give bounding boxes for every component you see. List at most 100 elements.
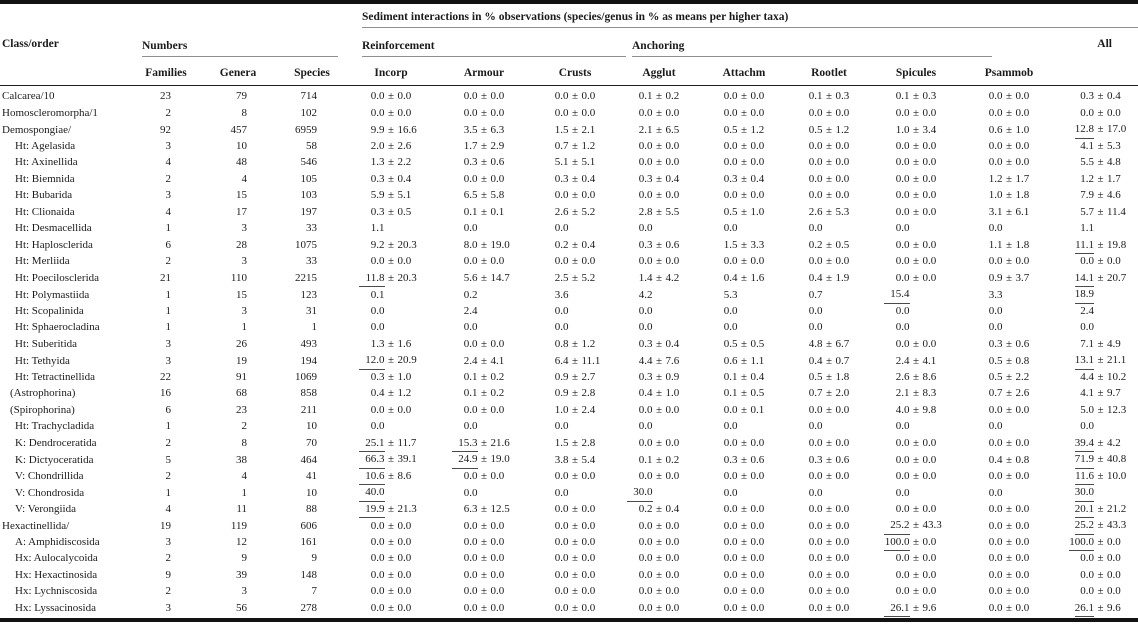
value-cell-rootlet: 0.0 ±0.0: [808, 189, 850, 202]
families-value: 4: [165, 156, 172, 169]
value-cell-all: 2.4: [1080, 304, 1094, 317]
value-cell-psammob: 3.3: [988, 288, 1003, 301]
families-value: 1: [165, 288, 172, 301]
value-cell-agglut: 0.0 ±0.0: [638, 437, 680, 450]
value-cell-crusts: 0.0: [554, 222, 569, 235]
value-cell-agglut: 0.3 ±0.6: [638, 239, 680, 252]
class-order-header: Class/order: [2, 37, 59, 50]
value-cell-incorp: 0.0 ±0.0: [370, 403, 412, 416]
genera-value: 68: [236, 387, 247, 400]
value-cell-spicules: 0.0 ±0.0: [895, 453, 937, 466]
value-cell-agglut: 0.0 ±0.0: [638, 585, 680, 598]
value-cell-incorp: 0.0 ±0.0: [370, 602, 412, 615]
families-value: 6: [165, 403, 172, 416]
table-row: Ht: Poecilosclerida 21 110 2215 11.8 ±20.3 5.6…: [0, 270, 1138, 288]
value-cell-all: 26.1 ±9.6: [1048, 600, 1138, 618]
genera-value: 2: [241, 420, 248, 433]
value-cell-attachm: 0.0 ±0.0: [723, 437, 765, 450]
families-value: 2: [165, 470, 172, 483]
value-cell-crusts: 0.0: [554, 321, 569, 334]
value-cell-spicules: 0.0 ±0.0: [895, 337, 937, 350]
row-label: K: Dictyoceratida: [15, 453, 94, 466]
value-cell-attachm: 0.0 ±0.0: [723, 90, 765, 103]
value-cell-crusts: 0.0 ±0.0: [554, 503, 596, 516]
value-cell-incorp: 9.2 ±20.3: [370, 239, 417, 252]
genera-value: 1: [241, 486, 248, 499]
value-cell-incorp: 0.3 ±0.5: [370, 205, 412, 218]
value-cell-armour: 0.0 ±0.0: [463, 337, 505, 350]
value-cell-spicules: 1.0 ±3.4: [895, 123, 937, 136]
col-header-psammob: Psammob: [984, 66, 1034, 79]
genera-value: 15: [236, 288, 247, 301]
value-cell-all: 25.2 ±43.3: [1048, 517, 1138, 535]
col-header-spicules: Spicules: [895, 66, 937, 79]
value-cell-agglut: 0.2 ±0.4: [638, 503, 680, 516]
value-cell-spicules: 2.1 ±8.3: [895, 387, 937, 400]
value-cell-attachm: 0.0 ±0.0: [723, 552, 765, 565]
value-cell-attachm: 0.0: [723, 486, 738, 499]
species-value: 194: [300, 354, 318, 367]
table-row: Demospongiae/92 457 6959 9.9 ±16.6 3.5 ±6.3 1.5…: [0, 121, 1138, 139]
value-cell-armour: 0.0: [463, 420, 478, 433]
species-value: 103: [300, 189, 318, 202]
value-cell-rootlet: 0.0 ±0.0: [808, 139, 850, 152]
families-value: 2: [165, 255, 172, 268]
group-anchoring: Anchoring: [632, 40, 992, 57]
value-cell-spicules: 0.0 ±0.0: [895, 437, 937, 450]
value-cell-all: 100.0 ±0.0: [1048, 534, 1138, 552]
value-cell-all: 1.2 ±1.7: [1080, 172, 1121, 185]
table-row: K: Dendroceratida 2 8 70 25.1 ±11.7 15.3 ±21.6 1…: [0, 435, 1138, 453]
value-cell-all: 0.0 ±0.0: [1080, 552, 1121, 565]
table-row: V: Chondrosida 1 1 10 40.0 0.0 0.0 30.0 0.0 0.0 0.…: [0, 484, 1138, 502]
value-cell-spicules: 4.0 ±9.8: [895, 403, 937, 416]
genera-value: 15: [236, 189, 247, 202]
value-cell-attachm: 0.4 ±1.6: [723, 272, 765, 285]
species-value: 148: [300, 568, 318, 581]
value-cell-incorp: 0.0: [370, 420, 385, 433]
families-value: 19: [160, 519, 171, 532]
row-label: Hx: Lyssacinosida: [15, 602, 96, 615]
species-value: 31: [306, 304, 317, 317]
genera-value: 3: [241, 255, 248, 268]
value-cell-crusts: 0.9 ±2.7: [554, 370, 596, 383]
value-cell-rootlet: 0.4 ±0.7: [808, 354, 850, 367]
value-cell-spicules: 0.1 ±0.3: [895, 90, 937, 103]
value-cell-spicules: 2.6 ±8.6: [895, 370, 937, 383]
value-cell-rootlet: 0.0 ±0.0: [808, 156, 850, 169]
families-value: 1: [165, 321, 172, 334]
value-cell-armour: 0.0 ±0.0: [463, 255, 505, 268]
genera-value: 11: [236, 503, 247, 516]
value-cell-rootlet: 0.0: [808, 222, 823, 235]
value-cell-all: 7.9 ±4.6: [1080, 189, 1121, 202]
genera-value: 23: [236, 403, 247, 416]
value-cell-spicules: 0.0: [895, 321, 910, 334]
value-cell-attachm: 0.0 ±0.0: [723, 470, 765, 483]
value-cell-agglut: 0.1 ±0.2: [638, 90, 680, 103]
value-cell-rootlet: 4.8 ±6.7: [808, 337, 850, 350]
value-cell-armour: 0.0 ±0.0: [463, 470, 505, 483]
value-cell-armour: 0.0 ±0.0: [463, 90, 505, 103]
value-cell-spicules: 0.0 ±0.0: [895, 503, 937, 516]
value-cell-incorp: 0.0 ±0.0: [370, 106, 412, 119]
table-row: Ht: Merliida 2 3 33 0.0 ±0.0 0.0 ±0.0 0.0 ±0.0 0.0…: [0, 253, 1138, 270]
value-cell-attachm: 0.0: [723, 420, 738, 433]
families-value: 4: [165, 205, 172, 218]
value-cell-armour: 3.5 ±6.3: [463, 123, 505, 136]
species-value: 278: [300, 602, 318, 615]
col-header-agglut: Agglut: [642, 66, 676, 79]
value-cell-all: 7.1 ±4.9: [1080, 337, 1121, 350]
table-row: (Astrophorina) 16 68 858 0.4 ±1.2 0.1 ±0.2 0.9 ±2…: [0, 385, 1138, 402]
species-value: 493: [300, 337, 318, 350]
table-row: A: Amphidiscosida 3 12 161 0.0 ±0.0 0.0 ±0.0 0.0…: [0, 534, 1138, 552]
value-cell-crusts: 2.5 ±5.2: [554, 272, 596, 285]
col-header-attachm: Attachm: [722, 66, 766, 79]
value-cell-armour: 6.3 ±12.5: [463, 503, 510, 516]
value-cell-crusts: 0.0 ±0.0: [554, 470, 596, 483]
value-cell-agglut: 0.3 ±0.9: [638, 370, 680, 383]
value-cell-incorp: 9.9 ±16.6: [370, 123, 417, 136]
value-cell-armour: 24.9 ±19.0: [444, 451, 524, 469]
value-cell-rootlet: 0.3 ±0.6: [808, 453, 850, 466]
value-cell-rootlet: 0.0 ±0.0: [808, 568, 850, 581]
value-cell-agglut: 0.0: [638, 222, 653, 235]
